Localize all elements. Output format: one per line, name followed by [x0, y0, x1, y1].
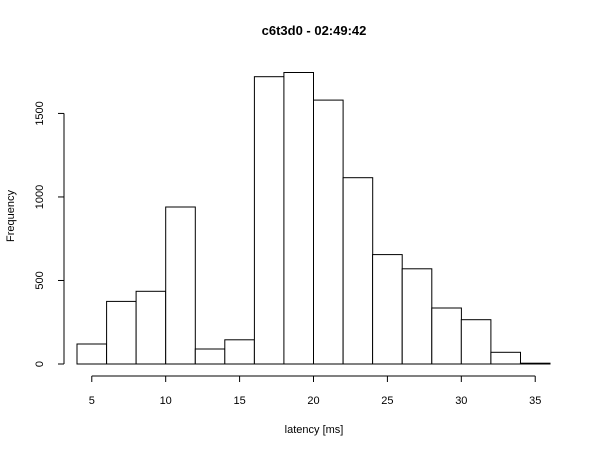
y-tick-label: 0 — [34, 361, 46, 367]
x-tick-label: 25 — [381, 395, 393, 407]
histogram-bar — [460, 319, 492, 365]
histogram-bar — [313, 99, 344, 365]
x-tick-label: 30 — [455, 395, 467, 407]
y-axis: 0 500 1000 1500 — [34, 101, 65, 367]
y-axis-label: Frequency — [5, 190, 17, 242]
x-tick-label: 20 — [307, 395, 319, 407]
y-tick-label: 500 — [34, 271, 46, 289]
histogram-bar — [342, 177, 374, 365]
histogram-bar — [431, 307, 462, 365]
chart-title: c6t3d0 - 02:49:42 — [262, 23, 367, 38]
y-tick-label: 1500 — [34, 101, 46, 125]
histogram-bar — [76, 343, 108, 365]
histogram-bar — [135, 290, 167, 365]
x-axis-ticks: 5 10 15 20 25 30 35 — [89, 376, 541, 407]
x-tick-label: 35 — [529, 395, 541, 407]
histogram-bar — [401, 268, 433, 365]
histogram-bar — [253, 76, 285, 365]
histogram-bar — [490, 351, 521, 365]
histogram-bar — [224, 339, 255, 365]
histogram-bar — [372, 254, 403, 365]
histogram-bar — [519, 362, 551, 365]
histogram-bar — [165, 206, 196, 365]
x-tick-label: 5 — [89, 395, 95, 407]
x-axis: 5 10 15 20 25 30 35 — [89, 375, 541, 407]
histogram-bar — [283, 72, 314, 365]
x-tick-label: 15 — [233, 395, 245, 407]
y-axis-ticks: 0 500 1000 1500 — [34, 101, 64, 367]
histogram-bars — [76, 72, 551, 365]
histogram-bar — [194, 348, 226, 365]
x-axis-label: latency [ms] — [285, 424, 344, 436]
y-tick-label: 1000 — [34, 185, 46, 209]
x-tick-label: 10 — [160, 395, 172, 407]
histogram-bar — [106, 300, 137, 365]
